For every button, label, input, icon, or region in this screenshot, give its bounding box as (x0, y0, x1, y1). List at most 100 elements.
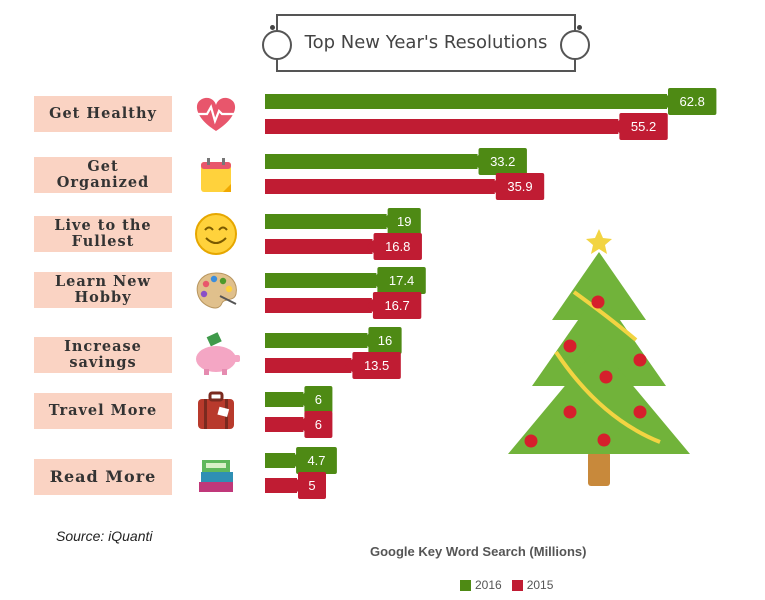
value-label-bg (345, 352, 401, 379)
bar-2016 (265, 154, 478, 169)
value-label: 6 (315, 392, 322, 407)
value-label: 35.9 (507, 179, 532, 194)
legend-label-2015: 2015 (526, 578, 554, 592)
value-label-bg (365, 292, 422, 319)
heart-shape (196, 97, 236, 131)
bar-2015 (265, 298, 372, 313)
suitcase-body (198, 399, 234, 429)
paint-dot (200, 290, 208, 298)
bar-2016 (265, 214, 387, 229)
tree-ornament (633, 405, 647, 419)
piggy-snout (234, 355, 240, 362)
smiley-mouth (205, 237, 227, 244)
value-label-bg (612, 113, 668, 140)
books-icon (199, 460, 233, 492)
bar-2015 (265, 239, 373, 254)
title-dot-left (270, 25, 275, 30)
suitcase-tag (217, 406, 230, 418)
value-label-bg (370, 267, 426, 294)
heartbeat-icon (196, 97, 236, 131)
bar-2015 (265, 417, 304, 432)
value-label-bg (366, 233, 422, 260)
bar-2015 (265, 119, 619, 134)
book (199, 482, 233, 492)
calendar-icon (201, 158, 231, 192)
piggy-leg (204, 369, 209, 375)
bar-2016 (265, 94, 667, 109)
tree-tier (532, 290, 666, 386)
tree-tier (552, 252, 646, 320)
value-label: 19 (397, 214, 411, 229)
value-label: 4.7 (307, 453, 325, 468)
category-label: Get Organized (34, 157, 172, 193)
paint-dot (210, 275, 218, 283)
tree-trunk (588, 452, 610, 486)
value-label: 5 (308, 478, 315, 493)
value-label: 62.8 (680, 94, 705, 109)
category-label: Increase savings (34, 337, 172, 373)
smiley-face (195, 213, 237, 255)
paint-dot (225, 285, 233, 293)
tree-ornament (597, 433, 611, 447)
calendar-ring (207, 158, 210, 165)
tree-ornament (563, 339, 577, 353)
palette-brush (219, 295, 237, 305)
category-label: Learn New Hobby (34, 272, 172, 308)
legend-item-2015: 2015 (511, 578, 554, 592)
book (201, 472, 233, 482)
title-frame: Top New Year's Resolutions (262, 14, 590, 72)
legend: 2016 2015 (460, 578, 563, 592)
value-label: 33.2 (490, 154, 515, 169)
bar-2015 (265, 478, 298, 493)
legend-label-2016: 2016 (475, 578, 502, 592)
legend-swatch-2015 (511, 579, 523, 591)
bar-2016 (265, 273, 377, 288)
value-label-bg (661, 88, 717, 115)
smiley-eye (218, 226, 228, 231)
suitcase-handle (208, 391, 224, 402)
category-label: Travel More (34, 393, 172, 429)
calendar-body (201, 162, 231, 192)
calendar-ring (222, 158, 225, 165)
axis-caption: Google Key Word Search (Millions) (370, 544, 587, 559)
legend-item-2016: 2016 (460, 578, 502, 592)
tree-ornament (599, 370, 613, 384)
bar-2016 (265, 333, 368, 348)
value-label: 16.7 (384, 298, 409, 313)
pulse-line (197, 104, 235, 125)
value-label-bg (488, 173, 545, 200)
suitcase-strap (204, 399, 207, 429)
money-note (206, 332, 222, 347)
tree-ornament (633, 353, 647, 367)
tree-garland (572, 290, 638, 342)
piggy-body (196, 346, 236, 372)
tree-garland (554, 350, 661, 444)
calendar-top (201, 162, 231, 169)
category-label: Live to the Fullest (34, 216, 172, 252)
palette-icon (196, 272, 237, 309)
value-label: 16 (378, 333, 392, 348)
category-label: Read More (34, 459, 172, 495)
christmas-tree-illustration (508, 229, 690, 486)
category-label: Get Healthy (34, 96, 172, 132)
bar-2016 (265, 392, 304, 407)
value-label-bg (297, 386, 333, 413)
source-note: Source: iQuanti (56, 528, 153, 544)
legend-swatch-2016 (460, 579, 471, 591)
tree-ornament (524, 434, 538, 448)
value-label-bg (289, 447, 337, 474)
piggy-bank-icon (196, 332, 240, 375)
title-dot-right (577, 25, 582, 30)
smiley-icon (195, 213, 237, 255)
value-label: 6 (315, 417, 322, 432)
tree-ornament (563, 405, 577, 419)
paint-dot (219, 277, 227, 285)
bar-2015 (265, 358, 352, 373)
value-label-bg (471, 148, 527, 175)
calendar-fold (223, 184, 231, 192)
star-icon (586, 229, 612, 254)
bar-2016 (265, 453, 296, 468)
value-label: 13.5 (364, 358, 389, 373)
tree-ornament (591, 295, 605, 309)
